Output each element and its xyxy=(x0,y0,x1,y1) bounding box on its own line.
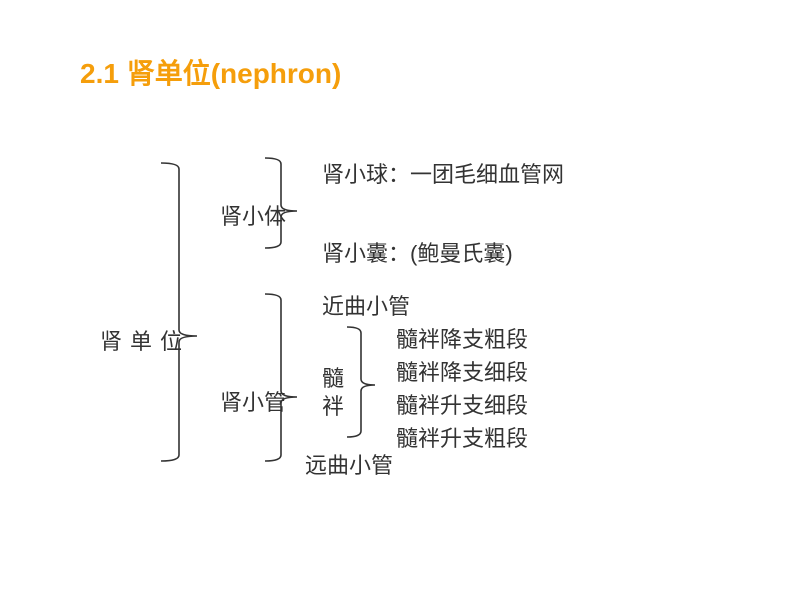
brace-loop xyxy=(346,326,376,438)
brace-corpuscle xyxy=(264,157,298,249)
node-asc-thick: 髓袢升支粗段 xyxy=(396,421,528,453)
node-desc-thin: 髓袢降支细段 xyxy=(396,355,528,387)
node-desc-thick: 髓袢降支粗段 xyxy=(396,322,528,354)
brace-tubule xyxy=(264,293,298,462)
node-glomerulus: 肾小球：一团毛细血管网 xyxy=(322,157,564,189)
brace-root xyxy=(160,162,198,462)
node-asc-thin: 髓袢升支细段 xyxy=(396,388,528,420)
node-proximal: 近曲小管 xyxy=(322,289,410,321)
section-title: 2.1 肾单位(nephron) xyxy=(80,52,341,92)
node-distal: 远曲小管 xyxy=(305,448,393,480)
node-capsule: 肾小囊：(鲍曼氏囊) xyxy=(322,236,513,268)
node-loop-l2: 袢 xyxy=(322,389,344,421)
